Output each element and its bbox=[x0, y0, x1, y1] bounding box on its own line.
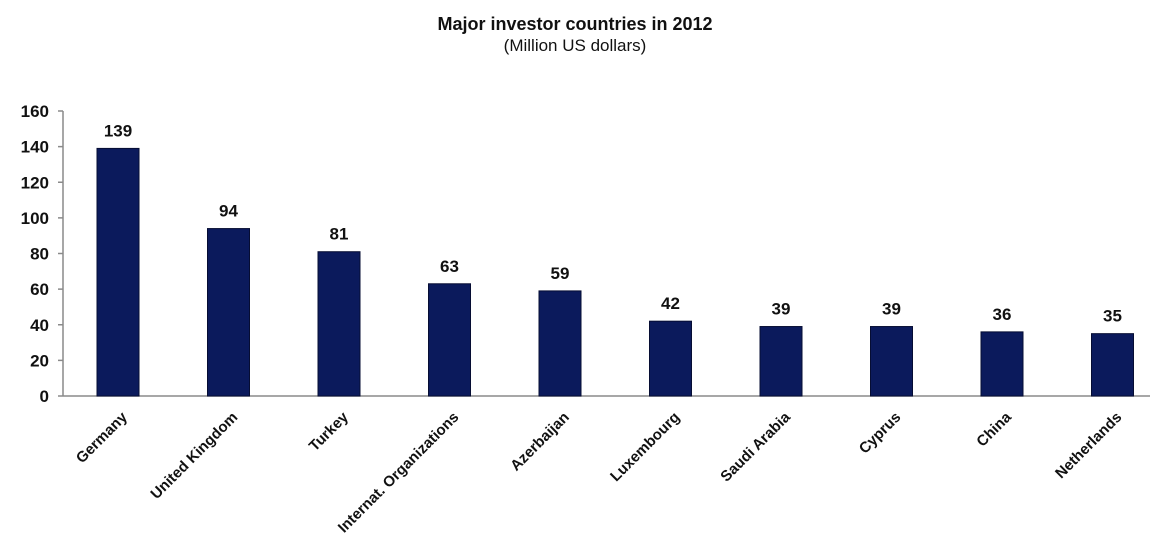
y-tick-label: 40 bbox=[30, 316, 49, 335]
y-tick-label: 140 bbox=[21, 138, 49, 157]
x-tick-label: Saudi Arabia bbox=[717, 408, 794, 485]
data-label: 39 bbox=[882, 300, 901, 319]
y-tick-label: 60 bbox=[30, 280, 49, 299]
bar bbox=[649, 320, 692, 397]
x-tick-label: Luxembourg bbox=[607, 409, 683, 485]
x-tick-label: Turkey bbox=[306, 408, 352, 454]
x-tick-label: Netherlands bbox=[1052, 409, 1125, 482]
bar bbox=[428, 283, 471, 397]
x-tick-label: Internat. Organizations bbox=[335, 409, 463, 537]
bar bbox=[317, 251, 361, 397]
bar bbox=[1091, 333, 1134, 397]
x-tick-label: Cyprus bbox=[856, 409, 905, 458]
bar bbox=[980, 331, 1024, 397]
bar bbox=[207, 228, 250, 397]
chart-subtitle: (Million US dollars) bbox=[503, 36, 647, 55]
data-label: 63 bbox=[440, 257, 459, 276]
bar bbox=[759, 326, 803, 397]
y-tick-label: 80 bbox=[30, 245, 49, 264]
y-tick-label: 100 bbox=[21, 209, 49, 228]
x-tick-label: Germany bbox=[73, 408, 131, 466]
chart-title: Major investor countries in 2012 bbox=[437, 14, 713, 34]
x-tick-label: China bbox=[973, 408, 1015, 450]
data-label: 35 bbox=[1103, 307, 1122, 326]
x-tick-label: United Kingdom bbox=[147, 409, 241, 503]
data-label: 36 bbox=[993, 305, 1012, 324]
bar bbox=[870, 326, 913, 397]
y-tick-label: 120 bbox=[21, 173, 49, 192]
y-tick-label: 160 bbox=[21, 102, 49, 121]
bar bbox=[96, 147, 140, 397]
data-label: 42 bbox=[661, 294, 680, 313]
data-label: 81 bbox=[330, 225, 349, 244]
data-label: 39 bbox=[772, 300, 791, 319]
y-tick-label: 0 bbox=[40, 387, 49, 406]
data-label: 94 bbox=[219, 202, 238, 221]
data-label: 139 bbox=[104, 121, 132, 140]
x-tick-label: Azerbaijan bbox=[507, 409, 573, 475]
data-label: 59 bbox=[551, 264, 570, 283]
y-tick-label: 20 bbox=[30, 351, 49, 370]
bar bbox=[538, 290, 582, 397]
